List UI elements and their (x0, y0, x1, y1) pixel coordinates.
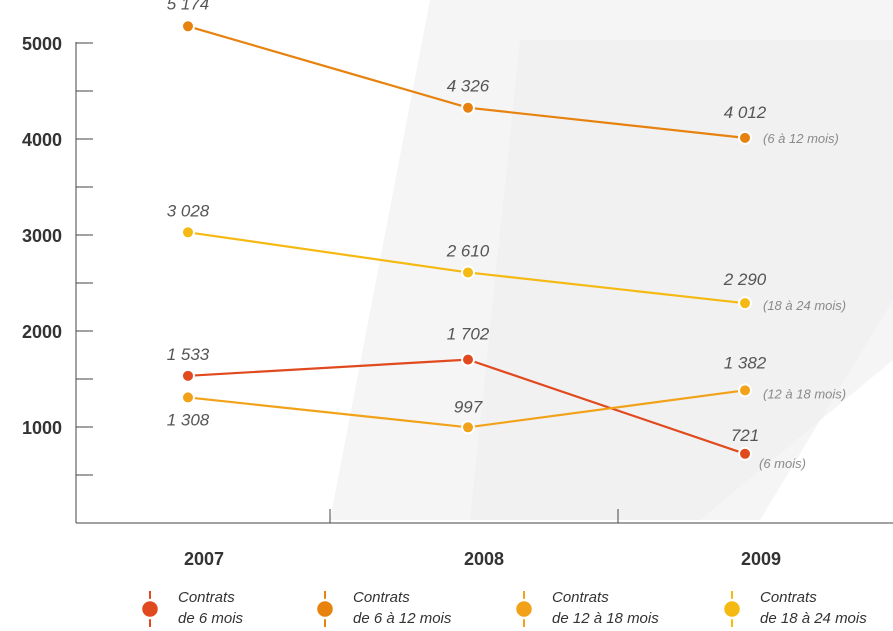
legend-line1: Contrats (760, 589, 817, 606)
series-end-label: (18 à 24 mois) (763, 298, 846, 313)
data-label: 997 (454, 397, 483, 416)
legend-line2: de 6 à 12 mois (353, 610, 452, 627)
data-point (461, 100, 475, 115)
background-shapes (330, 0, 893, 520)
data-label: 5 174 (167, 0, 210, 13)
data-point (181, 368, 195, 383)
legend-dot (139, 598, 161, 620)
legend-dot (721, 598, 743, 620)
line-chart: 1000 2000 3000 4000 5000 2007 2008 2009 5 174 4 … (22, 0, 893, 569)
axes: 1000 2000 3000 4000 5000 2007 2008 2009 (22, 34, 893, 569)
series-layer (181, 19, 752, 461)
data-point (181, 19, 195, 34)
data-point (461, 420, 475, 435)
y-tick-label: 1000 (22, 418, 62, 438)
legend-line2: de 18 à 24 mois (760, 610, 867, 627)
legend-marker-6-mois (139, 591, 161, 627)
series-end-label: (6 à 12 mois) (763, 131, 839, 146)
bg-shape (470, 40, 893, 520)
data-label: 1 308 (167, 410, 210, 429)
legend-marker-18-24-mois (721, 591, 743, 627)
legend-marker-6-12-mois (314, 591, 336, 627)
legend-line2: de 6 mois (178, 610, 244, 627)
data-label: 3 028 (167, 201, 210, 220)
y-tick-label: 2000 (22, 322, 62, 342)
data-label: 721 (731, 426, 759, 445)
data-label: 4 326 (447, 77, 490, 96)
x-tick-label: 2008 (464, 549, 504, 569)
data-point (738, 130, 752, 145)
legend-line1: Contrats (353, 589, 410, 606)
x-tick-label: 2007 (184, 549, 224, 569)
data-label: 2 290 (723, 270, 767, 289)
labels-layer: 5 174 4 326 4 012 (6 à 12 mois) 3 028 2 610 2 … (167, 0, 846, 471)
data-point (461, 352, 475, 367)
y-tick-label: 5000 (22, 34, 62, 54)
x-tick-label: 2009 (741, 549, 781, 569)
data-label: 1 702 (447, 325, 490, 344)
data-label: 1 533 (167, 345, 210, 364)
legend-dot (314, 598, 336, 620)
series-end-label: (12 à 18 mois) (763, 386, 846, 401)
legend-line1: Contrats (178, 589, 235, 606)
data-point (181, 225, 195, 240)
legend-dot (513, 598, 535, 620)
data-point (738, 296, 752, 311)
data-point (738, 383, 752, 398)
data-point (738, 446, 752, 461)
data-point (461, 265, 475, 280)
legend-line2: de 12 à 18 mois (552, 610, 659, 627)
data-point (181, 390, 195, 405)
legend-marker-12-18-mois (513, 591, 535, 627)
series-end-label: (6 mois) (759, 456, 806, 471)
data-label: 4 012 (724, 103, 767, 122)
y-tick-label: 4000 (22, 130, 62, 150)
data-label: 1 382 (724, 353, 767, 372)
legend: Contrats de 6 mois Contrats de 6 à 12 mo… (0, 584, 893, 631)
legend-line1: Contrats (552, 589, 609, 606)
data-label: 2 610 (446, 241, 490, 260)
y-tick-label: 3000 (22, 226, 62, 246)
